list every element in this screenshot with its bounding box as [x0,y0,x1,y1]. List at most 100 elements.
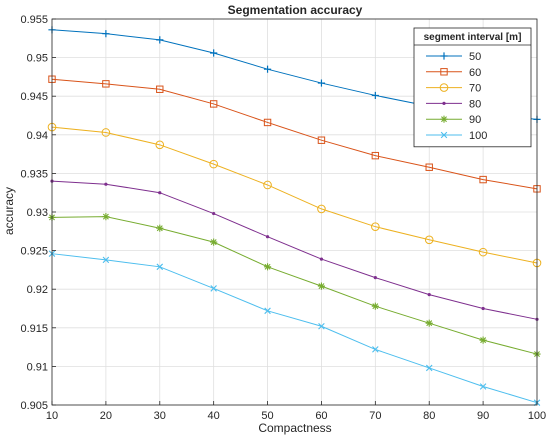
y-tick-label: 0.955 [20,14,48,26]
x-tick-label: 100 [528,410,546,422]
data-point [425,364,433,372]
chart-title: Segmentation accuracy [228,3,363,17]
data-point [156,263,164,271]
data-point [372,346,379,353]
y-tick-label: 0.92 [27,284,48,296]
data-point [479,175,487,184]
data-point [371,222,380,231]
series-line-60 [51,78,538,190]
data-point [156,36,164,44]
x-tick-label: 90 [477,410,489,422]
data-point [102,30,110,38]
data-point [263,65,272,73]
data-point [155,140,165,150]
legend-entry-70: 70 [426,83,481,95]
data-point [317,282,326,290]
data-point [102,213,110,221]
data-point [481,306,485,311]
x-tick-label: 30 [154,410,166,422]
y-tick-label: 0.91 [27,361,48,373]
legend-entry-50: 50 [426,51,481,63]
y-tick-label: 0.915 [20,323,48,335]
data-point [210,238,218,246]
data-point [102,256,110,264]
legend-marker [440,131,448,139]
data-point [479,336,487,344]
legend-entry-100: 100 [426,130,487,142]
ticks: 10 20 30 40 50 60 70 80 90 100 0.905 0.91 0.915 0.92 0… [20,14,546,422]
legend-marker [440,52,448,60]
data-point [373,276,377,280]
legend-marker [440,68,448,76]
legend-marker [442,101,446,105]
y-tick-label: 0.925 [20,246,48,258]
series-line-100 [51,253,538,404]
data-point [427,293,431,297]
data-point [263,180,272,190]
data-point [158,191,162,195]
data-point [265,235,270,239]
legend-label: 80 [469,98,481,110]
legend-label: 60 [469,67,481,79]
legend-label: 90 [469,114,481,126]
y-tick-label: 0.94 [27,130,48,142]
data-point [317,79,326,87]
data-point [479,383,487,390]
series-group [47,26,542,406]
data-point [317,136,326,144]
data-point [209,100,218,108]
legend-marker [440,115,448,123]
data-point [478,247,488,257]
legend-entry-90: 90 [426,114,481,126]
legend-entry-80: 80 [426,98,481,110]
legend-title: segment interval [m] [424,32,522,43]
data-point [263,263,272,271]
x-tick-label: 50 [261,410,273,422]
y-tick-label: 0.905 [20,400,48,412]
series-80 [50,179,539,321]
y-axis-label: accuracy [2,187,16,235]
data-point [156,224,164,232]
data-point [156,85,164,93]
data-point [424,235,434,245]
y-tick-label: 0.95 [27,53,48,65]
x-tick-label: 70 [369,410,381,422]
legend-label: 100 [469,130,487,142]
data-point [101,128,111,137]
data-point [210,49,218,57]
y-tick-label: 0.935 [20,168,48,180]
data-point [210,285,217,292]
data-point [102,80,110,88]
data-point [317,204,326,214]
data-point [371,91,379,100]
data-point [318,322,325,330]
x-tick-label: 40 [208,410,220,422]
data-point [264,307,271,315]
data-point [319,257,324,261]
x-tick-label: 60 [315,410,327,422]
series-60 [48,75,541,193]
data-point [425,163,433,171]
y-tick-label: 0.93 [27,207,48,219]
data-point [209,159,218,169]
data-point [371,151,380,160]
legend-items: 50 60 70 80 90 100 [426,51,487,142]
x-axis-label: Compactness [258,421,331,435]
data-point [104,182,108,186]
series-line-90 [51,216,538,355]
data-point [425,319,433,327]
data-point [212,211,216,216]
data-point [263,118,272,127]
x-tick-label: 80 [423,410,435,422]
data-point [371,302,379,310]
legend: segment interval [m] 50 60 70 80 90 100 [413,27,532,148]
series-line-80 [51,180,538,320]
legend-marker [439,83,449,92]
legend-label: 70 [469,83,481,95]
legend-label: 50 [469,51,481,63]
y-tick-label: 0.945 [20,91,48,103]
x-tick-label: 20 [100,410,112,422]
x-tick-label: 10 [46,410,58,422]
series-line-70 [51,126,538,264]
